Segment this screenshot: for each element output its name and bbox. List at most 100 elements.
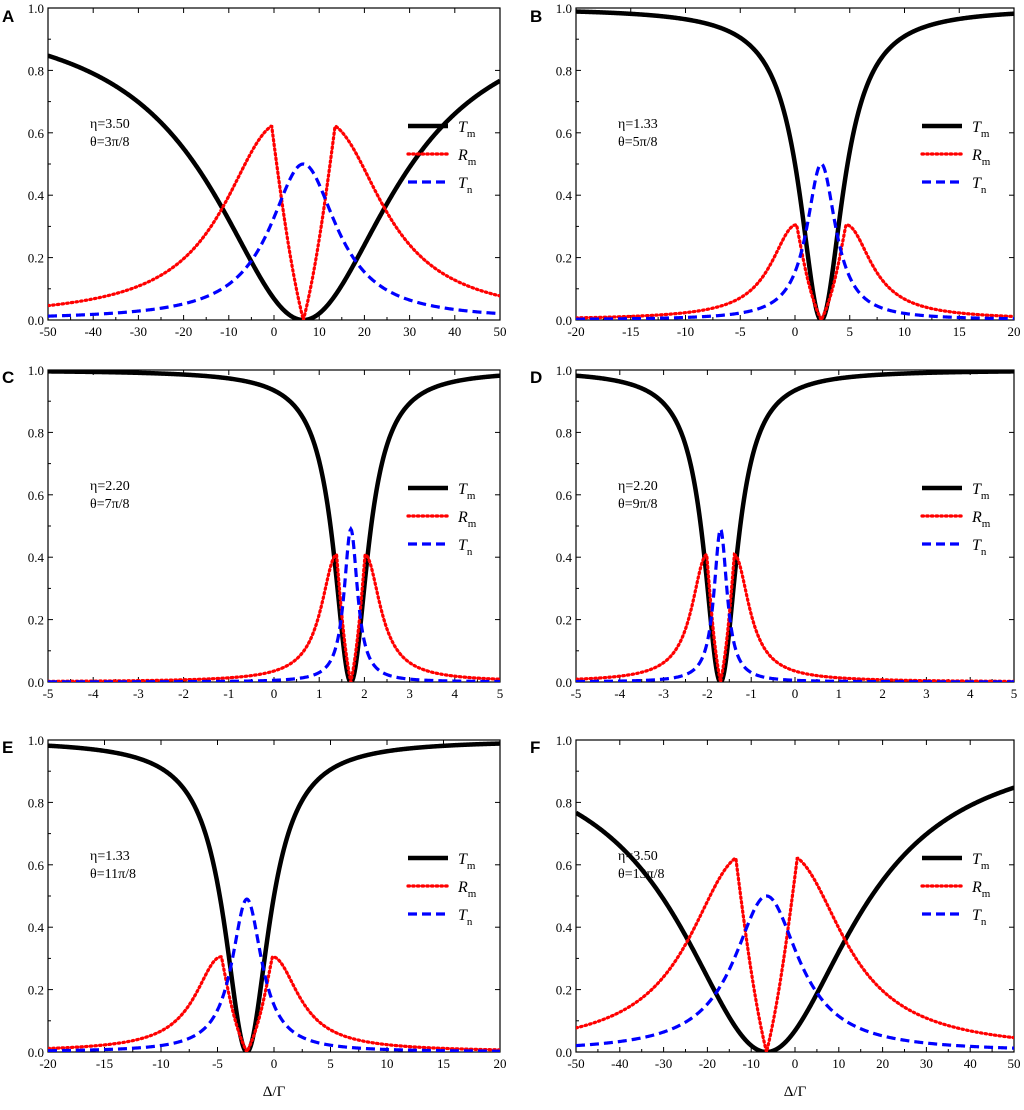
x-axis-label: Δ/Γ (784, 1084, 807, 1100)
y-tick-label: 0.6 (556, 858, 573, 873)
x-tick-label: 50 (1008, 1056, 1021, 1071)
legend-subscript: n (981, 916, 987, 928)
x-tick-label: -10 (677, 324, 694, 339)
y-tick-label: 0.4 (556, 188, 573, 203)
y-tick-label: 0.6 (28, 488, 45, 503)
x-tick-label: -50 (39, 324, 56, 339)
series-tm (48, 741, 500, 1052)
x-tick-label: -5 (571, 686, 582, 701)
legend-subscript: m (982, 156, 991, 168)
y-tick-label: 0.0 (556, 313, 572, 328)
param-annotation: η=3.50 (90, 117, 130, 132)
series-tn (48, 525, 500, 682)
panel-b: B -20 -15 -10 -5 0 5 10 15 20 0.0 0.2 0.4 0.6 0.8 1.0 η=… (530, 1, 1021, 339)
series-rm (576, 856, 1014, 1052)
y-tick-label: 1.0 (28, 1, 44, 16)
legend-name: T (972, 907, 982, 924)
y-tick-label: 0.8 (28, 795, 44, 810)
x-tick-label: -20 (699, 1056, 716, 1071)
x-tick-label: 1 (316, 686, 323, 701)
legend-label: Tm (972, 851, 990, 872)
plot-frame (575, 739, 1015, 1053)
x-tick-label: -4 (614, 686, 625, 701)
legend-label: Tn (458, 175, 473, 196)
legend-subscript: m (982, 518, 991, 530)
x-tick-label: -1 (223, 686, 234, 701)
x-tick-label: -40 (611, 1056, 628, 1071)
x-tick-label: 3 (406, 686, 413, 701)
legend-subscript: n (467, 184, 473, 196)
legend-name: T (458, 537, 468, 554)
x-tick-label: 40 (448, 324, 461, 339)
y-tick-label: 0.2 (556, 251, 572, 266)
param-annotation: η=3.50 (618, 849, 658, 864)
legend-name: T (972, 481, 982, 498)
legend-name: T (458, 481, 468, 498)
panel-f: F -50 -40 -30 -20 -10 0 10 20 30 40 50 0.0 0.2 0.4 0.6 0… (530, 733, 1021, 1100)
y-tick-label: 1.0 (28, 363, 44, 378)
y-tick-label: 0.2 (28, 983, 44, 998)
legend-label: Tn (458, 907, 473, 928)
legend-name: T (458, 851, 468, 868)
panel-letter: F (530, 738, 540, 757)
x-tick-label: 20 (494, 1056, 507, 1071)
legend-label: Tm (972, 481, 990, 502)
legend-label: Tn (972, 907, 987, 928)
legend-label: Rm (457, 879, 477, 900)
series-tm (576, 9, 1014, 320)
legend-name: R (971, 879, 982, 896)
x-axis-label: Δ/Γ (263, 1084, 286, 1100)
legend-label: Tm (458, 481, 476, 502)
x-tick-label: 40 (964, 1056, 977, 1071)
y-tick-label: 0.8 (556, 795, 572, 810)
legend-label: Tn (972, 175, 987, 196)
y-tick-label: 0.0 (556, 1045, 572, 1060)
param-annotation: η=1.33 (618, 117, 658, 132)
x-tick-label: -5 (43, 686, 54, 701)
x-tick-label: 15 (437, 1056, 450, 1071)
series-rm (48, 552, 500, 682)
x-tick-label: -2 (178, 686, 189, 701)
y-tick-label: 0.4 (556, 920, 573, 935)
panel-letter: D (530, 368, 542, 387)
y-tick-label: 0.2 (556, 613, 572, 628)
legend-name: R (457, 509, 468, 526)
x-tick-label: 10 (898, 324, 911, 339)
legend-subscript: n (467, 546, 473, 558)
legend-subscript: m (981, 128, 990, 140)
legend-subscript: m (982, 888, 991, 900)
series-tn (576, 894, 1014, 1050)
legend-name: R (971, 147, 982, 164)
x-tick-label: 10 (832, 1056, 845, 1071)
panel-letter: C (2, 368, 14, 387)
x-tick-label: 4 (967, 686, 974, 701)
x-tick-label: 5 (847, 324, 854, 339)
series-tm (576, 785, 1014, 1052)
panel-letter: A (2, 7, 14, 26)
series-rm (576, 223, 1014, 320)
x-tick-label: 5 (327, 1056, 334, 1071)
param-annotation: θ=11π/8 (90, 867, 136, 882)
param-annotation: η=1.33 (90, 849, 130, 864)
x-tick-label: 0 (271, 1056, 278, 1071)
legend-subscript: m (468, 888, 477, 900)
series-tn (48, 897, 500, 1052)
x-tick-label: -5 (735, 324, 746, 339)
plot-frame (575, 369, 1015, 683)
x-tick-label: -20 (567, 324, 584, 339)
y-tick-label: 1.0 (556, 363, 572, 378)
param-annotation: θ=3π/8 (90, 135, 130, 150)
legend-subscript: n (981, 184, 987, 196)
legend-label: Rm (457, 509, 477, 530)
x-tick-label: -15 (622, 324, 639, 339)
y-tick-label: 0.6 (556, 488, 573, 503)
y-tick-label: 0.0 (28, 1045, 44, 1060)
series-tm (48, 370, 500, 682)
legend-label: Tm (972, 119, 990, 140)
panel-a: A -50 -40 -30 -20 -10 0 10 20 30 40 50 0.0 0.2 0.4 0.6 0… (2, 1, 507, 339)
x-tick-label: -5 (212, 1056, 223, 1071)
legend-subscript: n (467, 916, 473, 928)
y-tick-label: 1.0 (28, 733, 44, 748)
y-tick-label: 0.2 (28, 613, 44, 628)
x-tick-label: -1 (746, 686, 757, 701)
